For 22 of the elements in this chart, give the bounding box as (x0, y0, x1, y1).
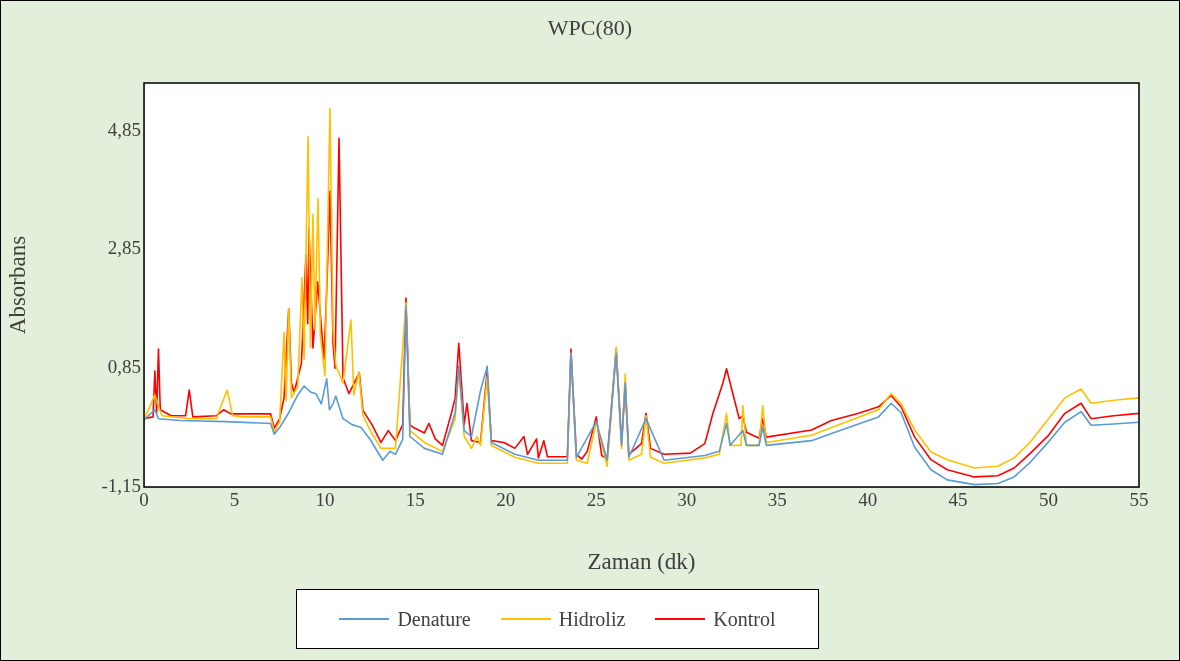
y-tick-label: -1,15 (101, 474, 141, 496)
x-tick-label: 30 (677, 489, 697, 511)
x-tick-label: 35 (767, 489, 787, 511)
x-tick-label: 20 (496, 489, 516, 511)
x-tick-label: 50 (1039, 489, 1059, 511)
x-tick-label: 55 (1129, 489, 1149, 511)
legend-label: Kontrol (713, 607, 776, 631)
x-tick-label: 15 (405, 489, 425, 511)
legend-label: Denature (397, 607, 471, 631)
x-tick-label: 45 (948, 489, 968, 511)
x-axis-title: Zaman (dk) (587, 549, 696, 575)
legend-label: Hidroliz (558, 607, 626, 631)
x-tick-label: 10 (315, 489, 335, 511)
x-tick-label: 25 (586, 489, 606, 511)
y-tick-label: 2,85 (107, 237, 141, 259)
y-axis-title: Absorbans (4, 235, 30, 335)
y-tick-label: 0,85 (107, 356, 141, 378)
x-tick-label: 0 (139, 489, 149, 511)
x-tick-label: 5 (229, 489, 240, 511)
x-tick-label: 40 (858, 489, 878, 511)
chart-title: WPC(80) (546, 15, 634, 41)
y-tick-label: 4,85 (107, 118, 141, 140)
